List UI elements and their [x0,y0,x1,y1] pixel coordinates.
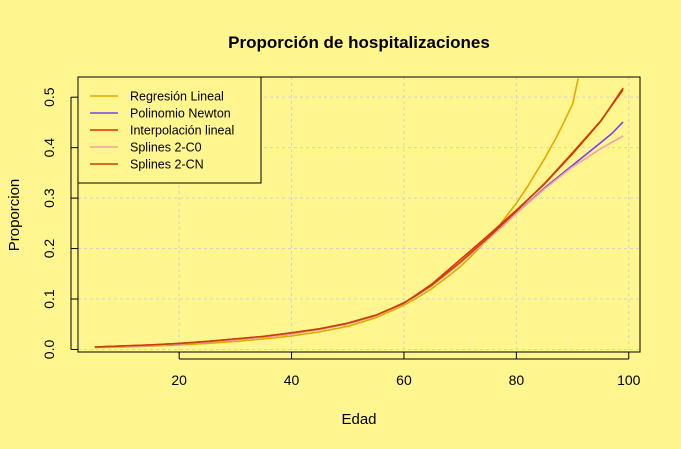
y-tick-label: 0.2 [41,239,57,259]
y-tick-label: 0.5 [41,87,57,107]
grid [78,77,640,352]
y-axis: 0.0 0.1 0.2 0.3 0.4 0.5 [41,87,78,359]
x-tick-label: 100 [617,372,641,388]
series-line-4 [94,89,624,348]
y-tick-label: 0.0 [41,340,57,360]
plot-frame [77,76,641,353]
legend: Regresión Lineal Polinomio Newton Interpol… [77,76,262,184]
legend-label: Polinomio Newton [130,107,231,121]
x-axis: 20 40 60 80 100 [171,352,641,388]
chart-title: Proporción de hospitalizaciones [228,33,490,52]
x-tick-label: 20 [171,372,187,388]
series-line-0 [94,78,579,349]
y-axis-label: Proporcion [6,179,23,252]
y-tick-label: 0.1 [41,289,57,309]
series-group [94,78,624,349]
legend-label: Splines 2-CN [130,158,204,172]
legend-label: Regresión Lineal [130,90,224,104]
x-tick-label: 60 [396,372,412,388]
x-axis-label: Edad [341,411,376,428]
x-tick-label: 80 [509,372,525,388]
x-tick-label: 40 [284,372,300,388]
legend-label: Splines 2-C0 [130,141,202,155]
y-tick-label: 0.3 [41,188,57,208]
legend-label: Interpolación lineal [130,124,234,138]
y-tick-label: 0.4 [41,138,57,158]
